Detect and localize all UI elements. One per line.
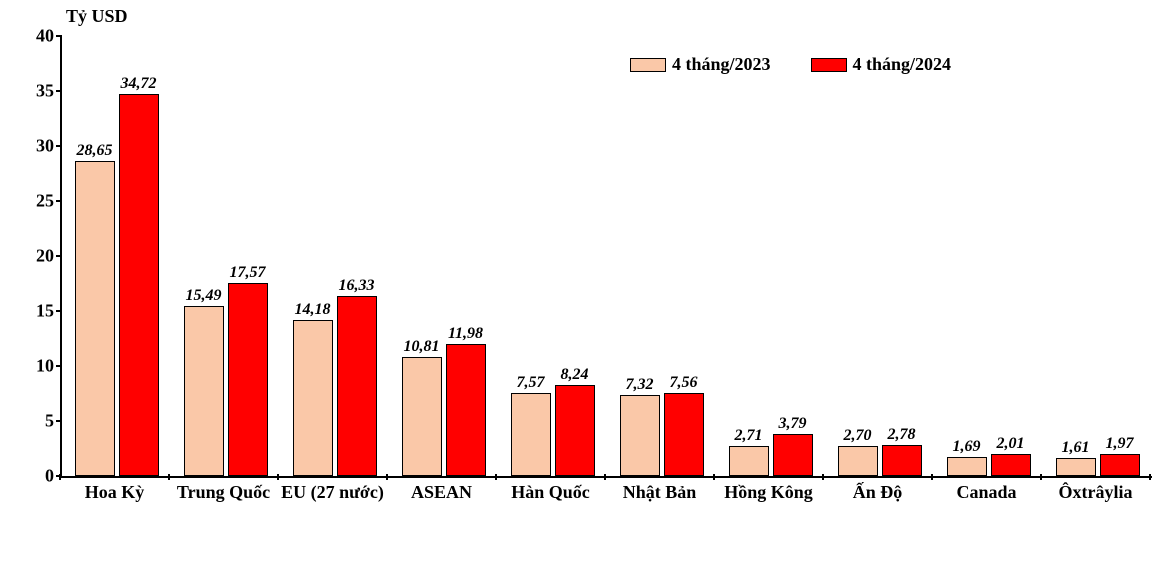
bar-s2023: 15,49 <box>184 306 224 476</box>
bar-s2024: 16,33 <box>337 296 377 476</box>
bar-value-label: 3,79 <box>779 415 807 433</box>
x-tick-label: Ấn Độ <box>823 476 932 504</box>
bar-s2023: 1,61 <box>1056 458 1096 476</box>
bar-s2023: 28,65 <box>75 161 115 476</box>
bar-value-label: 2,01 <box>997 435 1025 453</box>
bar-s2023: 14,18 <box>293 320 333 476</box>
x-tick-label: Ôxtrâylia <box>1041 476 1150 504</box>
bar-group: 7,327,56 <box>607 36 716 476</box>
bar-value-label: 2,71 <box>735 427 763 445</box>
x-tick-mark <box>495 474 497 480</box>
bar-group: 15,4917,57 <box>171 36 280 476</box>
y-axis-label: Tỷ USD <box>66 6 128 27</box>
x-tick-mark <box>822 474 824 480</box>
chart-container: Tỷ USD4 tháng/20234 tháng/20240510152025… <box>0 0 1165 563</box>
bar-s2023: 7,57 <box>511 393 551 476</box>
bar-value-label: 1,97 <box>1106 435 1134 453</box>
bar-s2023: 2,71 <box>729 446 769 476</box>
bar-value-label: 7,32 <box>626 376 654 394</box>
bar-group: 7,578,24 <box>498 36 607 476</box>
bar-group: 28,6534,72 <box>62 36 171 476</box>
bar-s2024: 11,98 <box>446 344 486 476</box>
bar-value-label: 7,56 <box>670 374 698 392</box>
bar-value-label: 1,61 <box>1062 439 1090 457</box>
bar-value-label: 11,98 <box>448 325 483 343</box>
x-tick-label: Hoa Kỳ <box>60 476 169 504</box>
bar-value-label: 7,57 <box>517 374 545 392</box>
bar-s2024: 34,72 <box>119 94 159 476</box>
bar-s2024: 3,79 <box>773 434 813 476</box>
bar-value-label: 15,49 <box>186 287 222 305</box>
bar-value-label: 1,69 <box>953 438 981 456</box>
x-tick-mark <box>713 474 715 480</box>
bar-s2024: 17,57 <box>228 283 268 476</box>
bar-s2024: 7,56 <box>664 393 704 476</box>
x-tick-mark <box>168 474 170 480</box>
bar-value-label: 14,18 <box>295 301 331 319</box>
x-tick-label: Nhật Bản <box>605 476 714 504</box>
x-tick-label: Hàn Quốc <box>496 476 605 504</box>
x-tick-mark <box>277 474 279 480</box>
bar-group: 2,702,78 <box>825 36 934 476</box>
bar-s2023: 7,32 <box>620 395 660 476</box>
bar-s2023: 2,70 <box>838 446 878 476</box>
bar-value-label: 28,65 <box>77 142 113 160</box>
bar-s2024: 2,78 <box>882 445 922 476</box>
x-labels: Hoa KỳTrung QuốcEU (27 nước)ASEANHàn Quố… <box>60 476 1150 504</box>
x-tick-mark <box>604 474 606 480</box>
bar-group: 14,1816,33 <box>280 36 389 476</box>
bar-s2023: 10,81 <box>402 357 442 476</box>
x-tick-label: Hồng Kông <box>714 476 823 504</box>
bar-value-label: 16,33 <box>339 277 375 295</box>
bar-groups: 28,6534,7215,4917,5714,1816,3310,8111,98… <box>62 36 1152 476</box>
x-tick-mark <box>931 474 933 480</box>
plot-area: 051015202530354028,6534,7215,4917,5714,1… <box>60 36 1152 478</box>
bar-group: 10,8111,98 <box>389 36 498 476</box>
x-tick-label: Trung Quốc <box>169 476 278 504</box>
bar-s2024: 1,97 <box>1100 454 1140 476</box>
x-tick-label: EU (27 nước) <box>278 476 387 504</box>
bar-s2024: 8,24 <box>555 385 595 476</box>
x-tick-mark <box>59 474 61 480</box>
x-tick-mark <box>1149 474 1151 480</box>
bar-value-label: 34,72 <box>121 75 157 93</box>
x-tick-label: Canada <box>932 476 1041 504</box>
x-tick-label: ASEAN <box>387 476 496 504</box>
bar-group: 1,692,01 <box>934 36 1043 476</box>
bar-s2024: 2,01 <box>991 454 1031 476</box>
bar-group: 2,713,79 <box>716 36 825 476</box>
bar-value-label: 8,24 <box>561 366 589 384</box>
bar-s2023: 1,69 <box>947 457 987 476</box>
x-tick-mark <box>386 474 388 480</box>
bar-value-label: 17,57 <box>230 264 266 282</box>
bar-value-label: 2,78 <box>888 426 916 444</box>
bar-value-label: 10,81 <box>404 338 440 356</box>
x-tick-mark <box>1040 474 1042 480</box>
bar-value-label: 2,70 <box>844 427 872 445</box>
bar-group: 1,611,97 <box>1043 36 1152 476</box>
